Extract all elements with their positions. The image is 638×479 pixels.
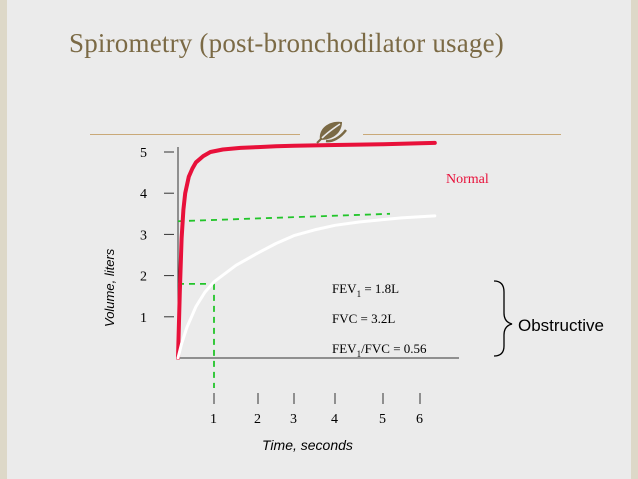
chart-series: [176, 140, 437, 360]
y-axis-label: Volume, liters: [102, 248, 117, 327]
chart-ticks: 1 2 3 4 5 1 2 3 4 5 6: [140, 146, 423, 427]
chart-axes: [177, 147, 459, 359]
x-tick-label-5: 5: [379, 412, 386, 427]
ratio-subscript: 1: [357, 349, 362, 359]
x-tick-label-1: 1: [210, 412, 217, 427]
divider-right: [363, 134, 561, 135]
series-label-normal: Normal: [446, 172, 489, 187]
fev1-value: = 1.8L: [361, 281, 399, 296]
y-tick-label-2: 2: [140, 270, 147, 285]
spirometry-chart: 1 2 3 4 5 1 2 3 4 5 6 Volume, liters Time, seconds…: [102, 140, 604, 453]
divider-left: [90, 134, 300, 135]
annotation-fvc: FVC = 3.2L: [332, 311, 395, 326]
leaf-ornament-icon: [316, 121, 347, 144]
x-tick-label-2: 2: [254, 412, 261, 427]
y-tick-label-3: 3: [140, 228, 147, 243]
fev1-subscript: 1: [357, 289, 362, 299]
y-tick-label-1: 1: [140, 311, 147, 326]
annotation-ratio: FEV1/FVC = 0.56: [332, 341, 427, 359]
x-tick-label-3: 3: [290, 412, 297, 427]
y-tick-label-4: 4: [140, 187, 147, 202]
chart-guides: [177, 212, 391, 388]
x-axis-label: Time, seconds: [262, 437, 353, 453]
slide-title: Spirometry (post-bronchodilator usage): [69, 28, 504, 58]
y-tick-label-5: 5: [140, 146, 147, 161]
fvc-volume-guide: [177, 212, 391, 223]
x-tick-label-4: 4: [331, 412, 338, 427]
x-tick-label-6: 6: [416, 412, 423, 427]
ratio-value: /FVC = 0.56: [361, 341, 427, 356]
obstructive-curve: [176, 214, 437, 360]
ratio-text: FEV: [332, 341, 357, 356]
normal-curve: [176, 140, 437, 360]
fev1-text: FEV: [332, 281, 357, 296]
annotation-fev1: FEV1 = 1.8L: [332, 281, 399, 299]
obstructive-label: Obstructive: [518, 316, 604, 335]
bracket-icon: [493, 280, 513, 357]
